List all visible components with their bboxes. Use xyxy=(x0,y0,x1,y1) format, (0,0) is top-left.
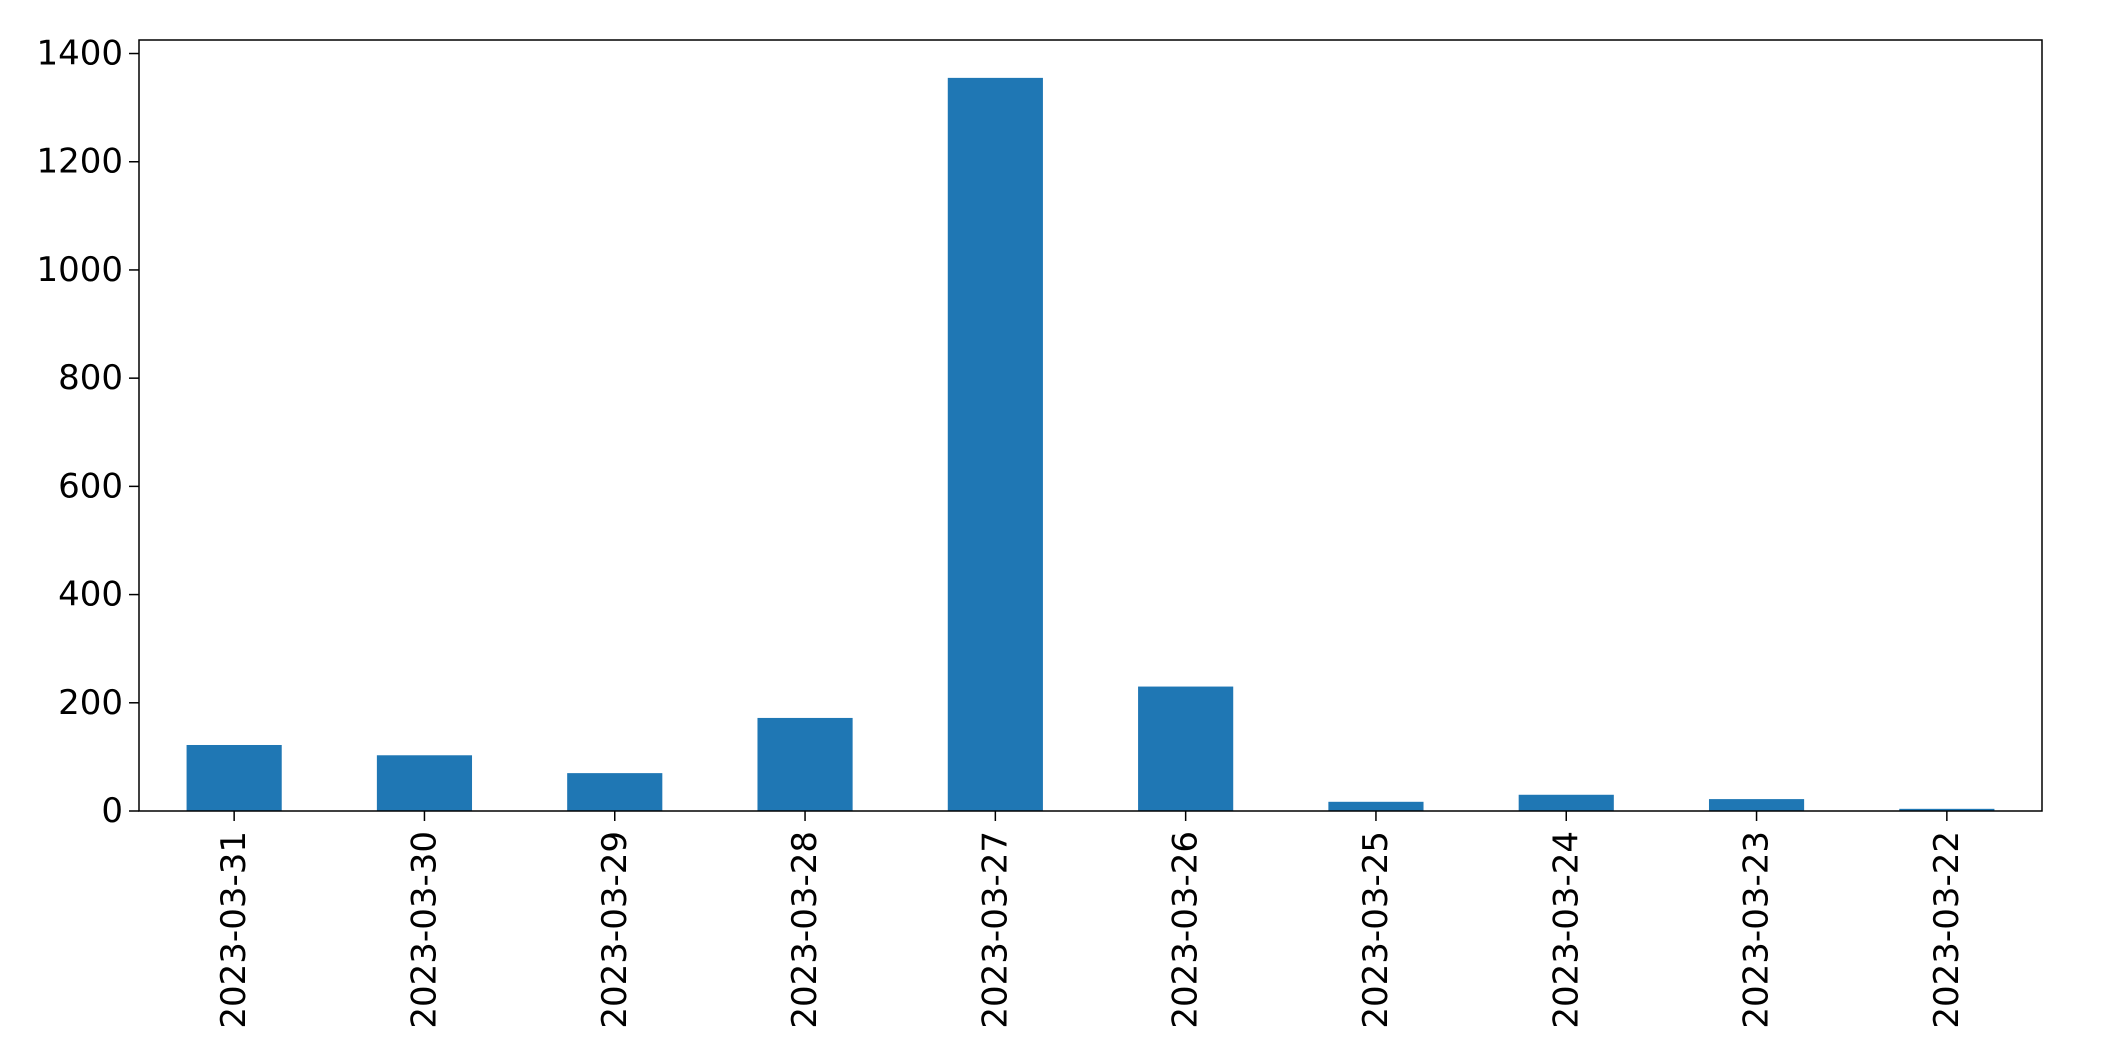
x-axis: 2023-03-31 2023-03-30 2023-03-29 2023-03-28… xyxy=(214,811,1967,1029)
y-tick-label: 600 xyxy=(58,466,123,506)
bar-2023-03-28 xyxy=(757,717,853,811)
x-tick-label: 2023-03-22 xyxy=(1927,831,1967,1029)
bar-2023-03-27 xyxy=(947,77,1043,812)
bar-2023-03-25 xyxy=(1328,801,1424,811)
y-tick-label: 1000 xyxy=(36,250,123,290)
bar-2023-03-24 xyxy=(1518,794,1614,811)
y-tick-label: 1200 xyxy=(36,142,123,182)
bar-2023-03-22 xyxy=(1899,808,1995,811)
bar-2023-03-31 xyxy=(186,744,282,811)
x-tick-label: 2023-03-28 xyxy=(785,831,825,1029)
y-tick-label: 0 xyxy=(101,791,123,831)
y-tick-label: 1400 xyxy=(36,34,123,74)
x-tick-label: 2023-03-23 xyxy=(1737,831,1777,1029)
x-tick-label: 2023-03-26 xyxy=(1166,831,1206,1029)
plot-frame xyxy=(138,39,2043,812)
bar-2023-03-30 xyxy=(376,755,473,811)
x-tick-label: 2023-03-30 xyxy=(404,831,444,1029)
x-tick-label: 2023-03-24 xyxy=(1546,831,1586,1029)
bars-group xyxy=(186,77,1995,812)
x-tick-label: 2023-03-25 xyxy=(1356,831,1396,1029)
x-tick-label: 2023-03-29 xyxy=(595,831,635,1029)
x-tick-label: 2023-03-27 xyxy=(975,831,1015,1029)
y-tick-label: 400 xyxy=(58,575,123,615)
y-tick-label: 800 xyxy=(58,358,123,398)
bar-2023-03-29 xyxy=(567,773,663,811)
y-axis: 0 200 400 600 800 1000 1200 1400 xyxy=(36,34,139,831)
bar-2023-03-26 xyxy=(1138,686,1234,811)
bar-2023-03-23 xyxy=(1708,799,1805,811)
y-tick-label: 200 xyxy=(58,683,123,723)
x-tick-label: 2023-03-31 xyxy=(214,831,254,1029)
